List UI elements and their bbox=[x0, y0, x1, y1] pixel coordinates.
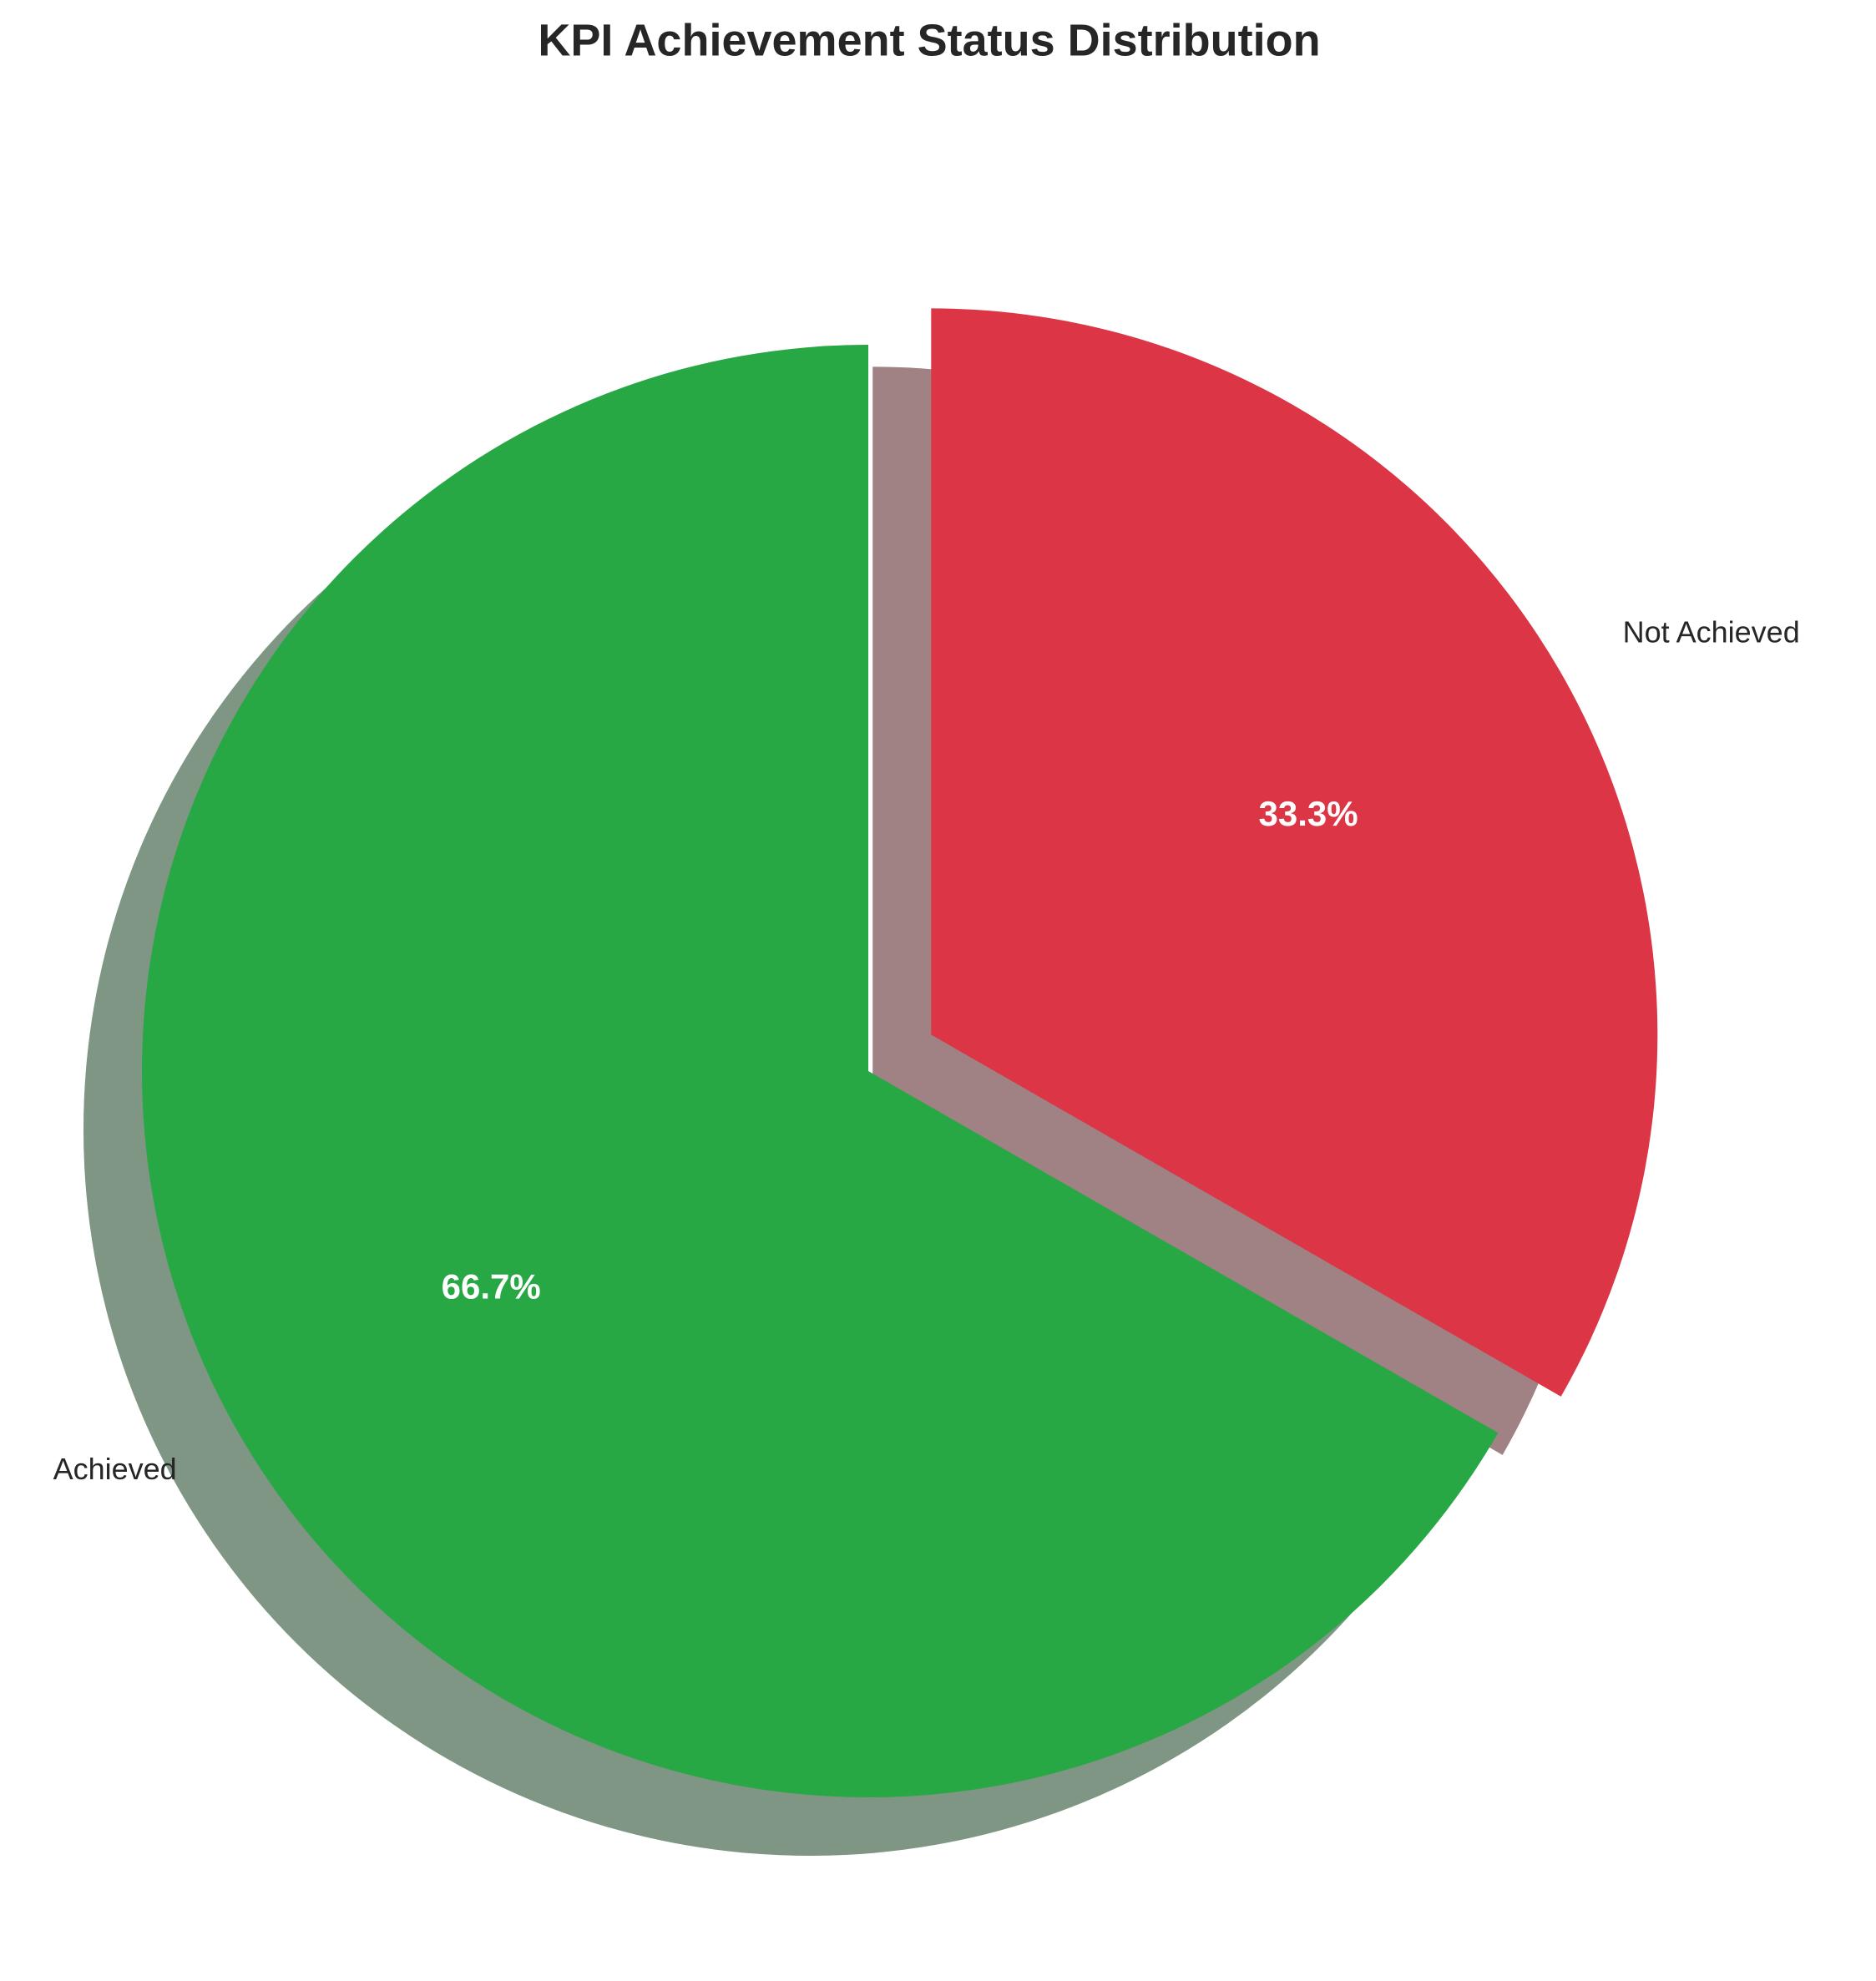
percent-label: 33.3% bbox=[1259, 794, 1358, 833]
wedge bbox=[931, 308, 1658, 1397]
category-label: Achieved bbox=[53, 1452, 177, 1486]
percent-label: 66.7% bbox=[442, 1267, 541, 1306]
chart-title: KPI Achievement Status Distribution bbox=[538, 15, 1320, 65]
category-label: Not Achieved bbox=[1623, 615, 1800, 649]
wedge bbox=[142, 345, 1499, 1797]
